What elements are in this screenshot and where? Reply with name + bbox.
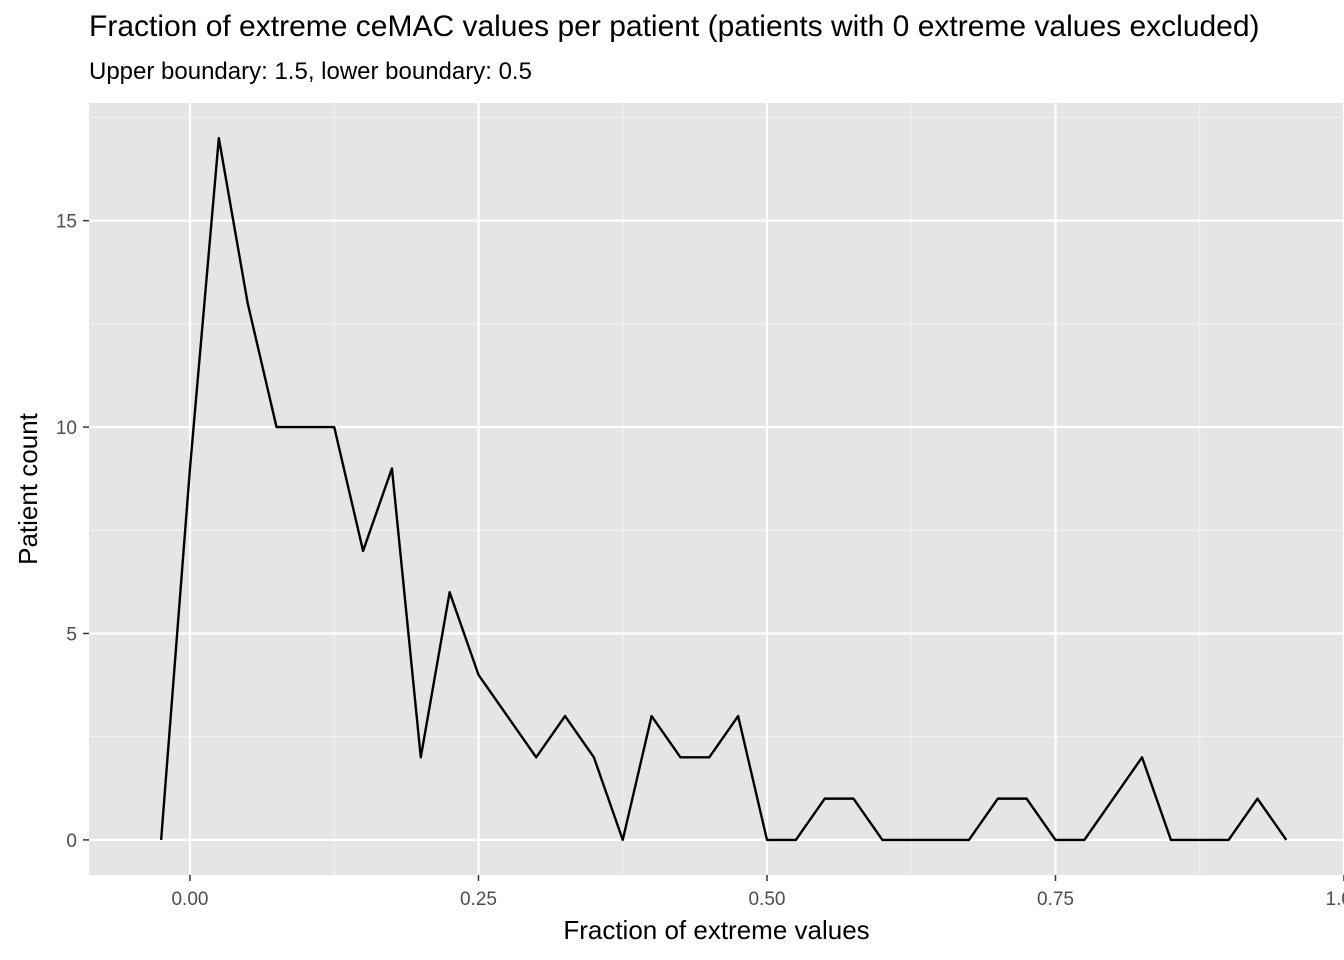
minor-gridlines [89, 103, 1344, 875]
y-tick-label: 10 [56, 418, 77, 439]
chart-subtitle: Upper boundary: 1.5, lower boundary: 0.5 [89, 58, 532, 85]
y-tick-label: 15 [56, 212, 77, 233]
y-axis: 0 5 10 15 [56, 212, 89, 852]
series-layer [159, 136, 1288, 842]
y-tick-label: 0 [66, 831, 77, 852]
plot-panel [89, 103, 1344, 875]
x-tick-label: 0.75 [1037, 889, 1074, 910]
x-axis: 0.00 0.25 0.50 0.75 1.00 [171, 875, 1344, 910]
x-tick-label: 0.50 [748, 889, 785, 910]
x-tick-label: 0.00 [171, 889, 208, 910]
series-line [159, 136, 1288, 842]
x-tick-label: 1.00 [1326, 889, 1344, 910]
x-tick-label: 0.25 [460, 889, 497, 910]
y-axis-title: Patient count [13, 412, 43, 565]
x-axis-title: Fraction of extreme values [563, 915, 869, 945]
y-tick-label: 5 [66, 624, 77, 645]
chart-title: Fraction of extreme ceMAC values per pat… [89, 10, 1260, 43]
